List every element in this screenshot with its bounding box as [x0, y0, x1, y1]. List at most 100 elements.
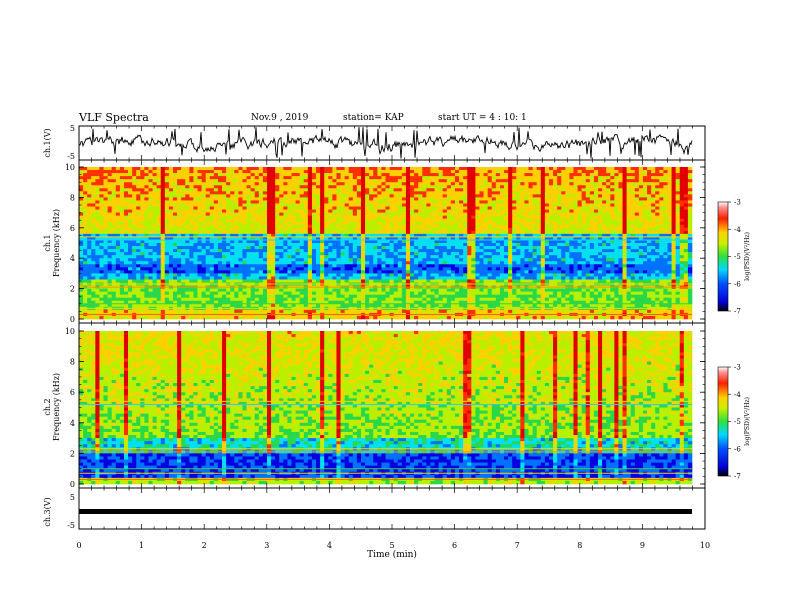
spectrogram-cell — [226, 246, 231, 250]
spectrogram-cell — [573, 209, 578, 213]
spectrogram-cell — [479, 179, 484, 183]
spectrogram-cell — [185, 258, 190, 262]
spectrogram-cell — [291, 209, 296, 213]
spectrogram-cell — [524, 227, 529, 232]
spectrogram-cell — [111, 239, 117, 244]
spectrogram-cell — [348, 170, 354, 174]
spectrogram-cell — [683, 221, 689, 226]
spectrogram-cell — [213, 236, 219, 241]
spectrogram-cell — [324, 167, 329, 171]
spectrogram-cell — [389, 255, 394, 259]
spectrogram-cell — [614, 191, 619, 195]
spectrogram-cell — [651, 224, 656, 229]
spectrogram-cell — [479, 258, 484, 262]
spectrogram-cell — [589, 264, 595, 268]
spectrogram-cell — [647, 215, 652, 219]
spectrogram-cell — [185, 221, 190, 226]
spectrogram-cell — [254, 200, 260, 204]
spectrogram-cell — [213, 191, 219, 195]
spectrogram-cell — [467, 230, 472, 235]
spectrogram-cell — [369, 194, 374, 198]
spectrogram-cell — [181, 239, 186, 244]
spectrogram-cell — [156, 173, 162, 177]
spectrogram-cell — [454, 179, 460, 183]
spectrogram-cell — [540, 224, 546, 229]
spectrogram-cell — [238, 203, 243, 207]
spectrogram-cell — [83, 233, 88, 238]
spectrogram-cell — [115, 182, 121, 186]
spectrogram-cell — [103, 264, 108, 268]
spectrogram-cell — [103, 197, 108, 201]
spectrogram-cell — [181, 182, 186, 186]
spectrogram-cell — [479, 252, 484, 256]
spectrogram-cell — [242, 191, 247, 195]
spectrogram-cell — [508, 179, 513, 183]
spectrogram-cell — [553, 206, 558, 210]
spectrogram-cell — [307, 218, 313, 223]
spectrogram-cell — [107, 191, 112, 195]
spectrogram-cell — [332, 170, 337, 174]
spectrogram-cell — [246, 179, 251, 183]
spectrogram-cell — [287, 206, 292, 210]
spectrogram-cell — [152, 167, 157, 171]
spectrogram-cell — [226, 218, 231, 223]
spectrogram-cell — [181, 212, 186, 216]
spectrogram-cell — [540, 197, 546, 201]
spectrogram-cell — [446, 233, 452, 238]
spectrogram-cell — [663, 197, 668, 201]
spectrogram-cell — [168, 173, 174, 177]
spectrogram-cell — [499, 255, 505, 259]
spectrogram-cell — [189, 179, 194, 183]
spectrogram-cell — [254, 252, 260, 256]
spectrogram-cell — [230, 215, 235, 219]
spectrogram-cell — [548, 227, 554, 232]
spectrogram-cell — [365, 215, 370, 219]
spectrogram-cell — [499, 215, 505, 219]
spectrogram-cell — [344, 191, 350, 195]
spectrogram-cell — [557, 255, 562, 259]
spectrogram-cell — [156, 191, 162, 195]
spectrogram-cell — [638, 197, 644, 201]
spectrogram-cell — [262, 179, 268, 183]
spectrogram-cell — [446, 221, 452, 226]
spectrogram-cell — [83, 206, 88, 210]
spectrogram-cell — [467, 203, 472, 207]
spectrogram-cell — [569, 246, 574, 250]
spectrogram-cell — [136, 239, 141, 244]
spectrogram-cell — [679, 209, 685, 213]
spectrogram-cell — [663, 224, 668, 229]
spectrogram-cell — [475, 203, 480, 207]
spectrogram-cell — [271, 200, 276, 204]
spectrogram-cell — [246, 185, 251, 189]
spectrogram-cell — [377, 227, 382, 232]
spectrogram-cell — [201, 206, 206, 210]
spectrogram-cell — [389, 239, 394, 244]
spectrogram-cell — [320, 233, 325, 238]
spectrogram-cell — [610, 236, 615, 241]
spectrogram-cell — [553, 249, 558, 253]
spectrogram-cell — [164, 239, 170, 244]
spectrogram-cell — [581, 215, 587, 219]
spectrogram-cell — [430, 227, 435, 232]
spectrogram-cell — [557, 258, 562, 262]
spectrogram-cell — [667, 182, 672, 186]
spectrogram-cell — [647, 176, 652, 180]
spectrogram-cell — [287, 182, 292, 186]
spectrogram-cell — [548, 197, 554, 201]
spectrogram-cell — [418, 243, 423, 247]
spectrogram-cell — [336, 249, 341, 253]
spectrogram-cell — [148, 246, 153, 250]
spectrogram-cell — [647, 170, 652, 174]
spectrogram-cell — [565, 218, 570, 223]
spectrogram-cell — [614, 246, 619, 250]
spectrogram-cell — [516, 197, 521, 201]
spectrogram-cell — [311, 261, 317, 265]
spectrogram-cell — [107, 212, 112, 216]
spectrogram-cell — [655, 236, 660, 241]
spectrogram-cell — [348, 203, 354, 207]
spectrogram-cell — [565, 200, 570, 204]
ch1-spectrogram-heatmap — [79, 167, 693, 320]
spectrogram-cell — [115, 197, 121, 201]
spectrogram-cell — [320, 197, 325, 201]
spectrogram-cell — [401, 176, 407, 180]
